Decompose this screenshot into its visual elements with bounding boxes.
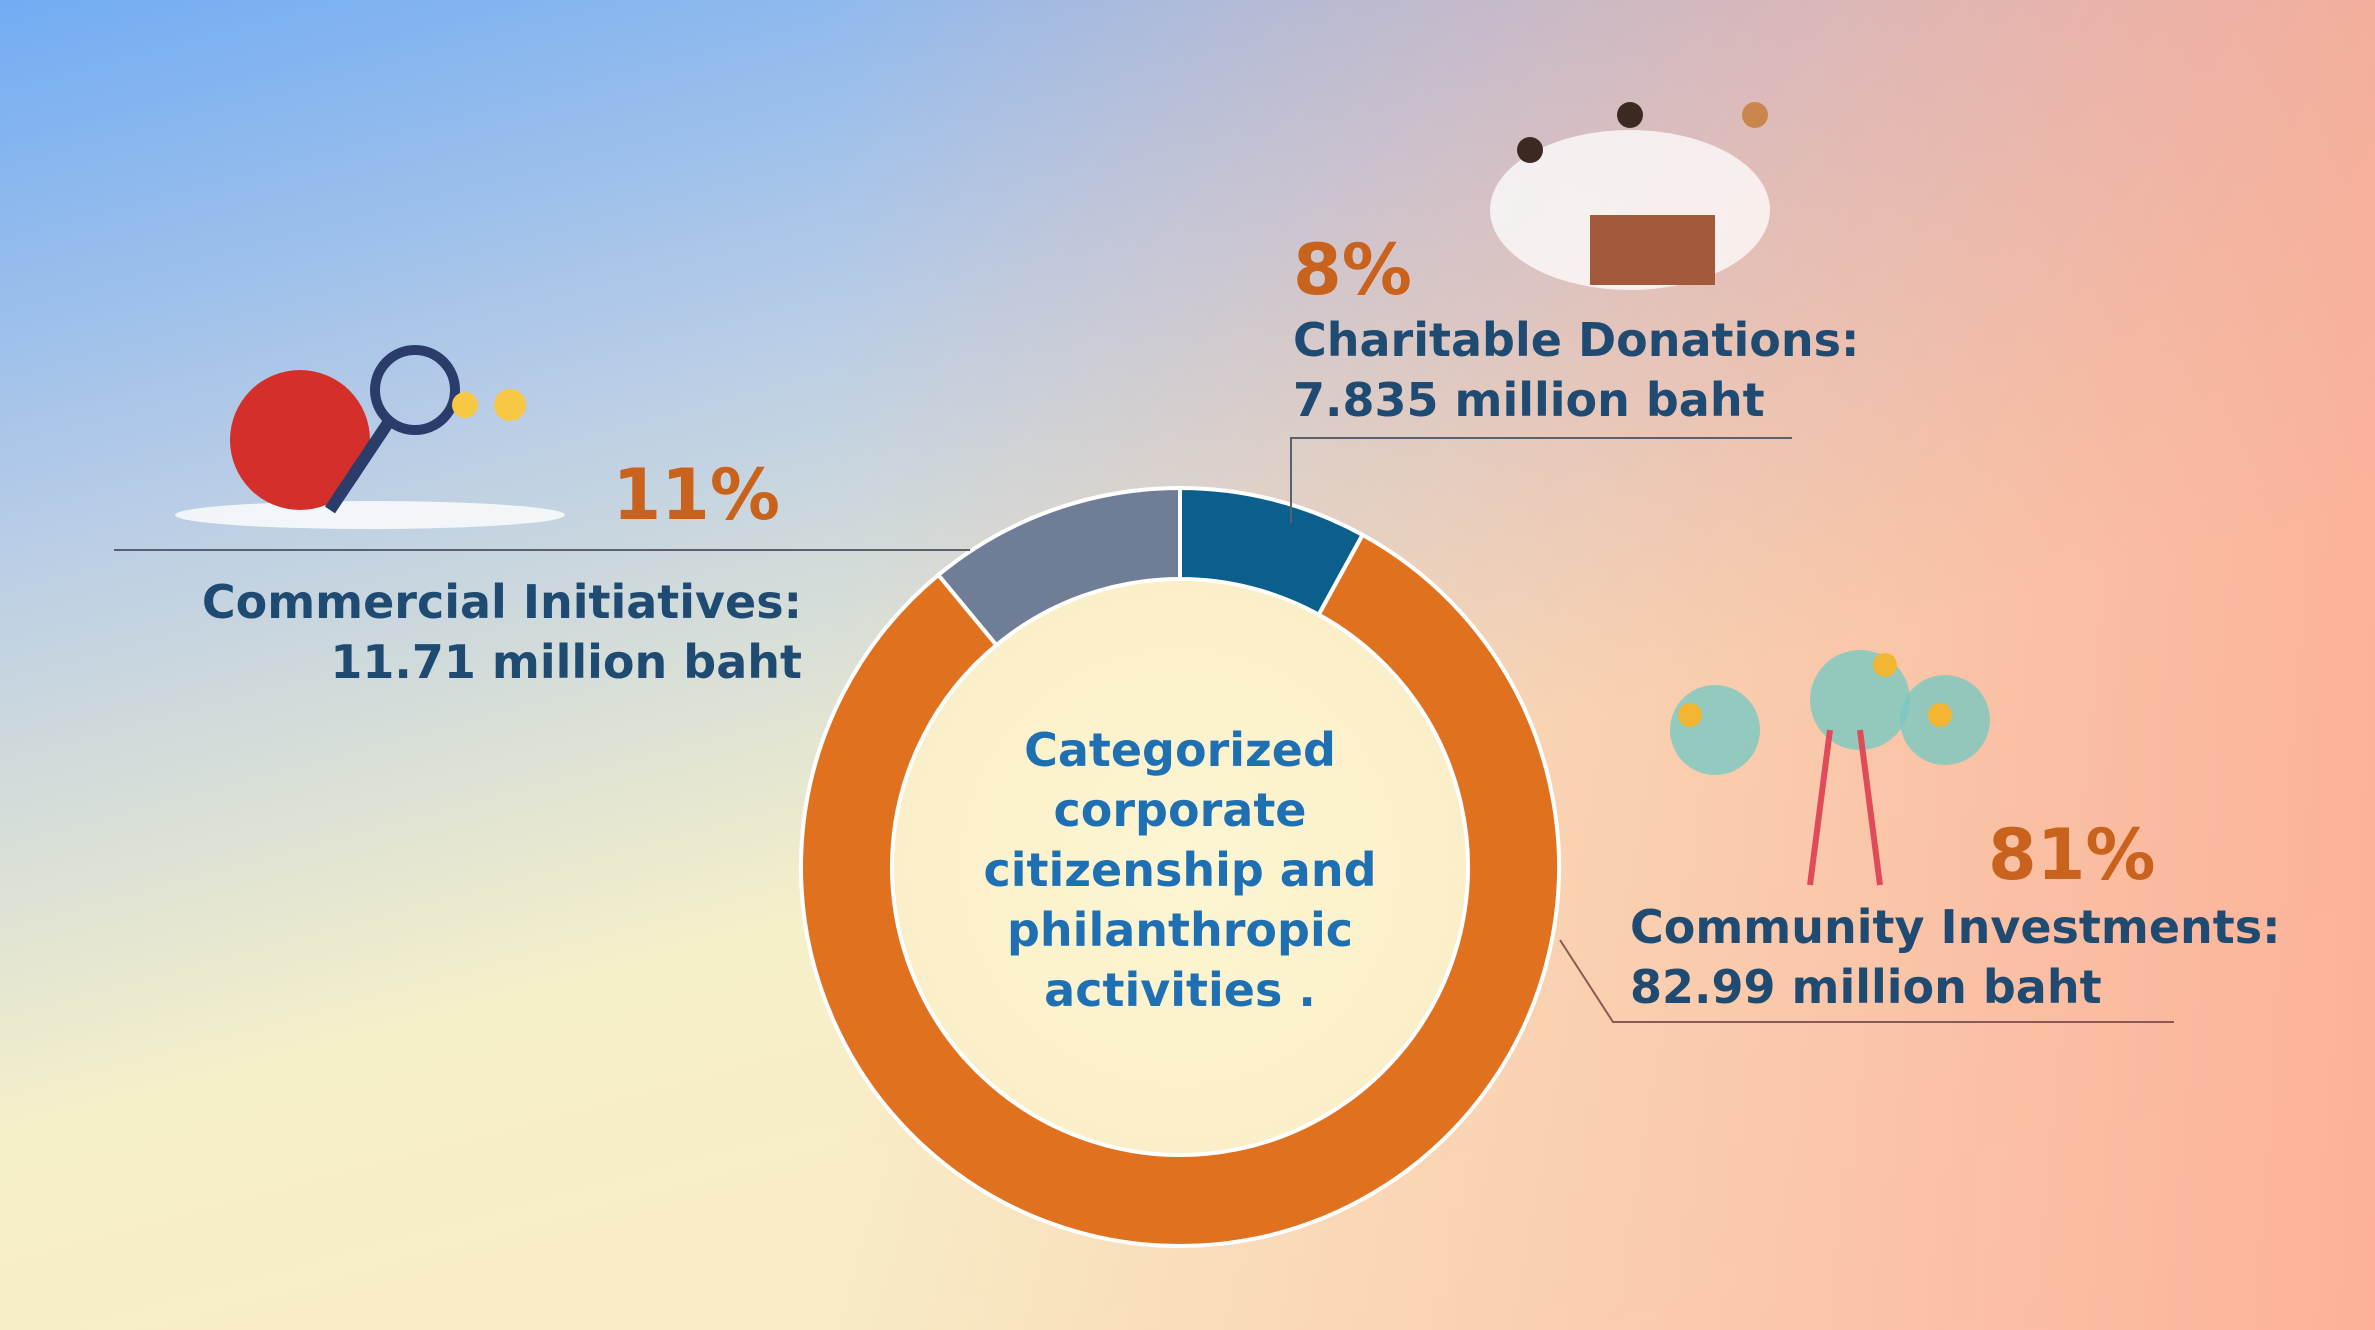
- value-label: 81%: [1988, 814, 2156, 896]
- leader-line: [1290, 437, 1792, 523]
- amount-label: 11.71 million baht: [330, 635, 802, 689]
- illustration: [1670, 650, 1990, 886]
- illustration: [175, 345, 565, 529]
- category-label: Commercial Initiatives:: [201, 575, 802, 629]
- value-label: 8%: [1293, 229, 1412, 311]
- segments: [799, 485, 1561, 1248]
- pie-segment: [935, 485, 1182, 648]
- illustration: [1490, 102, 1770, 290]
- donut-hole: [892, 579, 1468, 1155]
- value-label: 11%: [612, 454, 780, 536]
- amount-label: 82.99 million baht: [1630, 960, 2102, 1014]
- pie-segment: [799, 532, 1561, 1248]
- category-label: Charitable Donations:: [1293, 313, 1860, 367]
- leader-line: [1559, 939, 2174, 1023]
- amount-label: 7.835 million baht: [1293, 373, 1765, 427]
- chart-title: Categorized corporate citizenship and ph…: [983, 723, 1377, 1017]
- category-label: Community Investments:: [1630, 900, 2281, 954]
